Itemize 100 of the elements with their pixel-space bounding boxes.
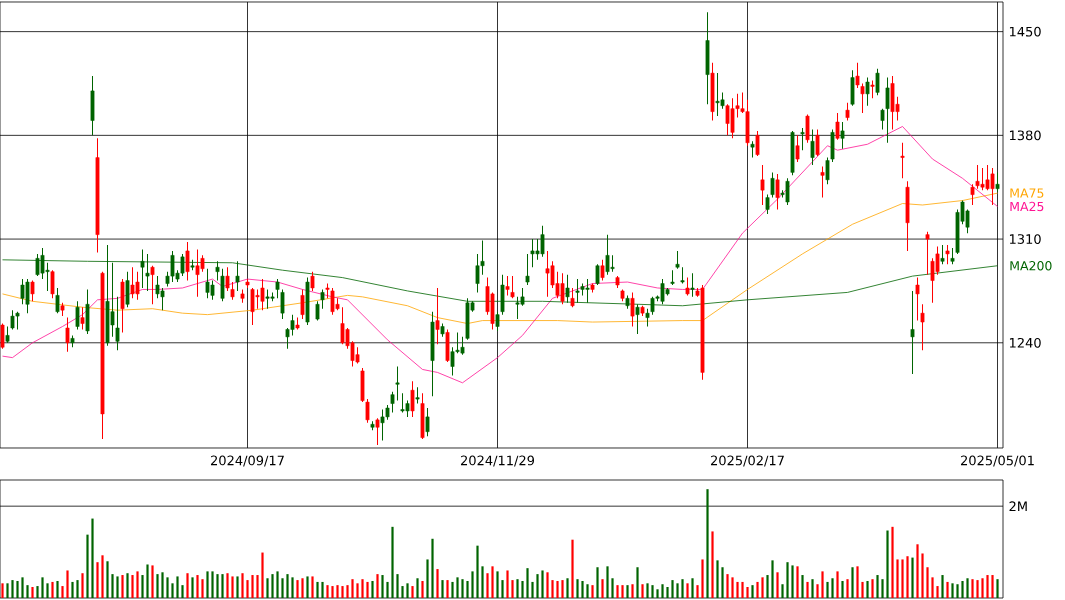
- bar: [436, 569, 439, 598]
- bar: [601, 579, 604, 598]
- bar: [226, 573, 229, 598]
- bar: [961, 581, 964, 598]
- bar: [201, 579, 204, 598]
- candlestick: [185, 241, 190, 282]
- bar: [611, 578, 614, 598]
- bar: [476, 545, 479, 598]
- bar: [681, 579, 684, 598]
- bar: [871, 579, 874, 598]
- bar: [131, 575, 134, 598]
- bar: [946, 581, 949, 598]
- bar: [221, 574, 224, 598]
- bar: [931, 577, 934, 598]
- bar: [921, 553, 924, 598]
- bar: [276, 571, 279, 598]
- candlestick: [505, 275, 510, 296]
- bar: [491, 566, 494, 598]
- bar: [966, 578, 969, 598]
- bar: [311, 576, 314, 598]
- bar: [891, 526, 894, 598]
- bar: [186, 573, 189, 598]
- bar: [781, 584, 784, 598]
- x-tick-label: 2024/11/29: [461, 455, 535, 467]
- bar: [466, 581, 469, 598]
- candlestick: [375, 417, 380, 446]
- bar: [56, 581, 59, 598]
- candlestick: [765, 194, 770, 215]
- bar: [6, 583, 9, 598]
- candlestick: [885, 77, 890, 144]
- bar: [96, 562, 99, 598]
- bar: [676, 583, 679, 598]
- y-tick-label: 1240: [1009, 337, 1041, 348]
- bar: [306, 576, 309, 598]
- bar: [981, 578, 984, 598]
- bar: [386, 581, 389, 598]
- series-label: MA25: [1010, 201, 1044, 212]
- bar: [866, 581, 869, 598]
- bar: [791, 565, 794, 598]
- candlestick: [320, 288, 325, 310]
- bar: [166, 577, 169, 598]
- bar: [426, 559, 429, 598]
- candlestick: [920, 303, 925, 351]
- bar: [126, 573, 129, 598]
- bar: [61, 586, 64, 598]
- bar: [391, 526, 394, 598]
- x-tick-label: 2025/05/01: [961, 455, 1034, 467]
- bar: [261, 552, 264, 598]
- bar: [401, 586, 404, 598]
- bar: [631, 584, 634, 598]
- bar: [586, 584, 589, 598]
- bar: [936, 586, 939, 598]
- bar: [151, 565, 154, 598]
- bar: [651, 585, 654, 598]
- candlestick: [810, 128, 815, 166]
- bar: [786, 562, 789, 598]
- bar: [161, 572, 164, 598]
- bar: [246, 580, 249, 598]
- bar: [111, 574, 114, 598]
- candlestick: [150, 265, 155, 305]
- bar: [351, 579, 354, 598]
- bar: [856, 566, 859, 598]
- bar: [776, 572, 779, 598]
- bar: [811, 579, 814, 598]
- bar: [746, 586, 749, 598]
- bar: [731, 577, 734, 598]
- bar: [46, 583, 49, 598]
- bar: [556, 581, 559, 598]
- bar: [636, 567, 639, 598]
- candlestick: [940, 244, 945, 265]
- bar: [886, 530, 889, 598]
- bar: [1, 583, 4, 598]
- candlestick: [875, 68, 880, 96]
- candlestick: [995, 171, 1000, 193]
- bar: [941, 575, 944, 598]
- candlestick: [570, 287, 575, 308]
- bar: [181, 585, 184, 598]
- bar: [821, 571, 824, 598]
- candlestick: [860, 82, 865, 114]
- bar: [696, 585, 699, 598]
- bar: [546, 572, 549, 598]
- bar: [826, 581, 829, 598]
- bar: [241, 573, 244, 598]
- candlestick: [925, 231, 930, 276]
- bar: [346, 585, 349, 598]
- bar: [956, 584, 959, 598]
- candlestick: [565, 274, 570, 304]
- bar: [11, 580, 14, 598]
- bar: [831, 578, 834, 598]
- bar: [801, 575, 804, 598]
- y-tick-label: 1380: [1009, 130, 1041, 141]
- line-series: [2, 192, 998, 324]
- bar: [281, 578, 284, 598]
- series-label: MA75: [1010, 188, 1044, 198]
- bar: [606, 566, 609, 598]
- bar: [266, 578, 269, 598]
- candlestick: [690, 272, 695, 298]
- bar: [761, 577, 764, 598]
- bar: [406, 583, 409, 598]
- candlestick: [915, 277, 920, 322]
